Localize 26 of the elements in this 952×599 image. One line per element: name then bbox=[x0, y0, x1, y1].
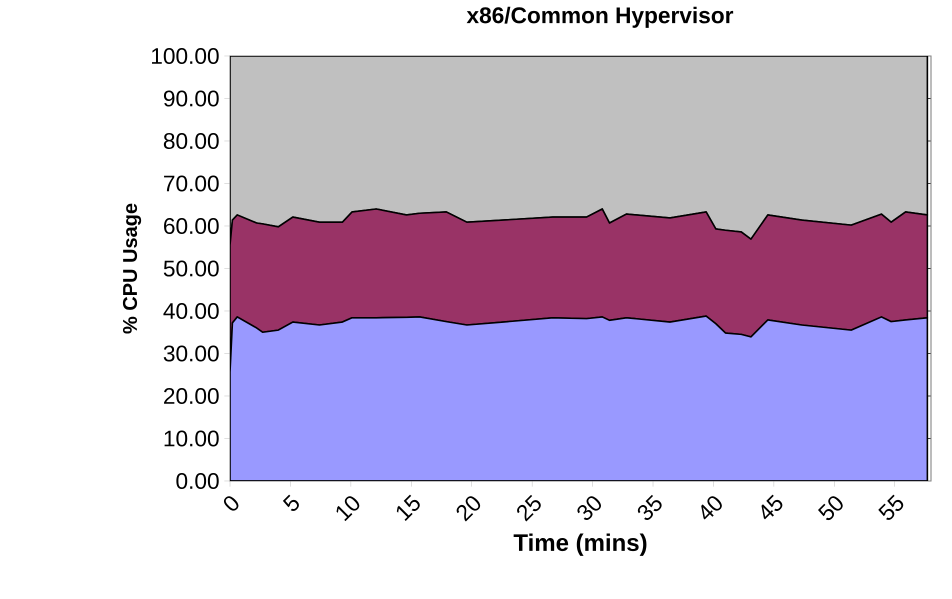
chart-title: x86/Common Hypervisor bbox=[466, 6, 734, 28]
x-axis-title: Time (mins) bbox=[514, 534, 646, 556]
x-tick-label: 50 bbox=[818, 496, 843, 520]
y-tick-label: 60.00 bbox=[164, 218, 219, 234]
y-tick-label: 40.00 bbox=[163, 302, 219, 320]
y-tick-label: 20.00 bbox=[164, 388, 219, 404]
x-tick-label: 55 bbox=[878, 494, 904, 520]
x-tick-label: 5 bbox=[282, 494, 299, 511]
y-tick-label: 0.00 bbox=[176, 472, 219, 490]
x-tick-label: 45 bbox=[761, 494, 782, 520]
x-tick-label: 20 bbox=[456, 496, 480, 522]
x-tick-label: 15 bbox=[396, 494, 420, 521]
x-tick-label: 40 bbox=[701, 496, 722, 520]
y-tick-label: 80.00 bbox=[164, 132, 219, 150]
y-tick-label: 70.00 bbox=[164, 175, 219, 192]
x-tick-label: 10 bbox=[336, 496, 360, 522]
x-tick-label: 30 bbox=[577, 496, 601, 520]
y-tick-label: 100.00 bbox=[152, 48, 219, 64]
y-axis-title: % CPU Usage bbox=[122, 204, 142, 334]
y-tick-label: 90.00 bbox=[164, 90, 219, 107]
x-tick-label: 35 bbox=[638, 494, 662, 520]
y-tick-label: 50.00 bbox=[164, 260, 219, 277]
y-tick-label: 30.00 bbox=[164, 345, 219, 362]
y-tick-label: 10.00 bbox=[164, 430, 219, 447]
x-tick-label: 25 bbox=[517, 494, 541, 522]
x-tick-label: 0 bbox=[224, 496, 238, 511]
